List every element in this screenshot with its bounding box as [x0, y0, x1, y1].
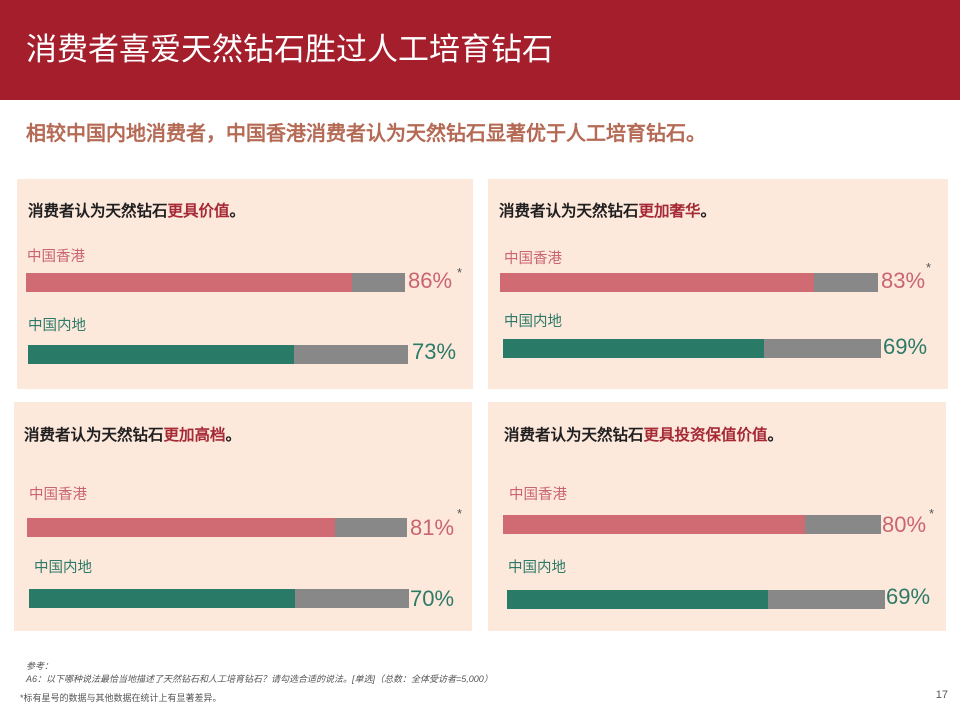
- bar-track-hk: [27, 518, 407, 537]
- value-label-hk: 81%: [410, 515, 455, 540]
- significance-star: *: [457, 265, 463, 280]
- heading-text: 消费者认为天然钻石: [28, 203, 168, 220]
- bar-track-ml: [29, 589, 409, 608]
- series-label-ml: 中国内地: [34, 560, 92, 576]
- chart-panel-premium: 消费者认为天然钻石更加高档。 中国香港 81% * 中国内地 70%: [14, 402, 472, 631]
- bar-hk: [26, 273, 352, 292]
- significance-star: *: [926, 260, 932, 275]
- value-label-hk: 86%: [408, 268, 453, 293]
- heading-text: 消费者认为天然钻石: [499, 203, 639, 220]
- heading-suffix: 。: [700, 203, 717, 220]
- page-number: 17: [935, 689, 948, 701]
- reference-label: 参考：: [26, 661, 54, 671]
- heading-suffix: 。: [229, 203, 246, 220]
- bar-ml: [29, 589, 295, 608]
- chart-panel-investment: 消费者认为天然钻石更具投资保值价值。 中国香港 80% * 中国内地 69%: [488, 402, 946, 631]
- bar-ml: [507, 590, 768, 609]
- panel-heading: 消费者认为天然钻石更具价值。: [28, 199, 245, 221]
- heading-highlight: 更加奢华: [638, 203, 701, 220]
- heading-suffix: 。: [767, 427, 784, 444]
- series-label-hk: 中国香港: [27, 249, 85, 265]
- heading-highlight: 更具投资保值价值: [643, 427, 768, 444]
- bar-ml: [503, 339, 764, 358]
- bar-track-hk: [500, 273, 878, 292]
- heading-text: 消费者认为天然钻石: [504, 427, 644, 444]
- heading-highlight: 更加高档: [163, 427, 226, 444]
- series-label-ml: 中国内地: [28, 318, 86, 334]
- panel-heading: 消费者认为天然钻石更具投资保值价值。: [504, 423, 783, 445]
- chart-panel-value: 消费者认为天然钻石更具价值。 中国香港 86% * 中国内地 73%: [17, 179, 473, 389]
- significance-star: *: [929, 506, 935, 521]
- value-label-ml: 73%: [412, 339, 457, 364]
- series-label-ml: 中国内地: [508, 560, 566, 576]
- bar-track-hk: [26, 273, 405, 292]
- heading-suffix: 。: [225, 427, 242, 444]
- bar-track-ml: [507, 590, 885, 609]
- value-label-hk: 80%: [882, 512, 927, 537]
- page-subtitle: 相较中国内地消费者，中国香港消费者认为天然钻石显著优于人工培育钻石。: [26, 123, 706, 145]
- reference-notes: 参考： A6：以下哪种说法最恰当地描述了天然钻石和人工培育钻石？请勾选合适的说法…: [26, 660, 493, 686]
- series-label-hk: 中国香港: [509, 487, 567, 503]
- panel-heading: 消费者认为天然钻石更加奢华。: [499, 199, 716, 221]
- significance-note: *标有星号的数据与其他数据在统计上有显著差异。: [20, 693, 222, 703]
- bar-hk: [503, 515, 806, 534]
- significance-star: *: [457, 506, 463, 521]
- value-label-ml: 69%: [886, 584, 931, 609]
- reference-question: A6：以下哪种说法最恰当地描述了天然钻石和人工培育钻石？请勾选合适的说法。[单选…: [26, 674, 493, 684]
- bar-track-ml: [28, 345, 408, 364]
- series-label-hk: 中国香港: [29, 487, 87, 503]
- bar-track-ml: [503, 339, 881, 358]
- value-label-ml: 70%: [410, 586, 455, 611]
- bar-ml: [28, 345, 294, 364]
- value-label-ml: 69%: [883, 334, 928, 359]
- value-label-hk: 83%: [881, 268, 926, 293]
- chart-panel-luxury: 消费者认为天然钻石更加奢华。 中国香港 83% * 中国内地 69%: [488, 179, 948, 389]
- series-label-ml: 中国内地: [504, 314, 562, 330]
- bar-hk: [27, 518, 335, 537]
- series-label-hk: 中国香港: [504, 251, 562, 267]
- heading-text: 消费者认为天然钻石: [24, 427, 164, 444]
- bar-track-hk: [503, 515, 881, 534]
- panel-heading: 消费者认为天然钻石更加高档。: [24, 423, 241, 445]
- heading-highlight: 更具价值: [167, 203, 230, 220]
- bar-hk: [500, 273, 814, 292]
- title-banner: 消费者喜爱天然钻石胜过人工培育钻石: [0, 0, 960, 100]
- page-title: 消费者喜爱天然钻石胜过人工培育钻石: [26, 32, 553, 67]
